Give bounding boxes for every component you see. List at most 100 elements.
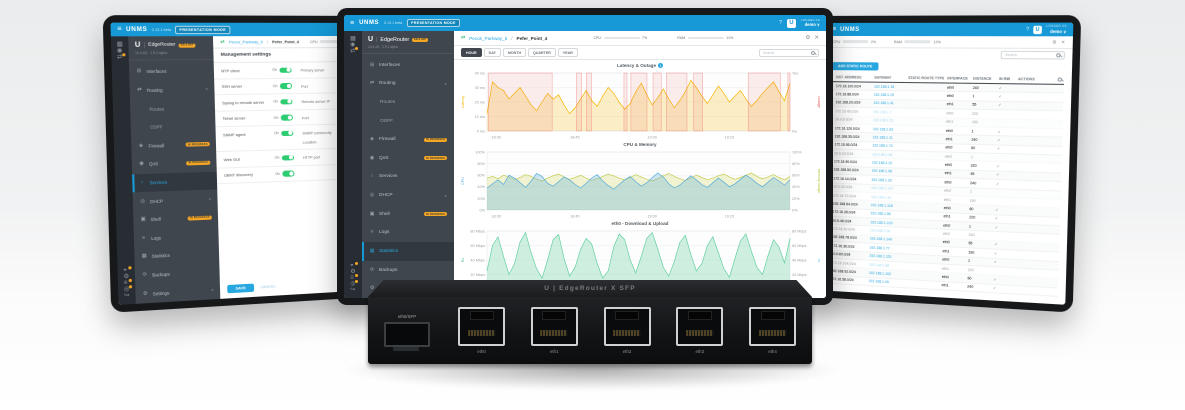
close-icon[interactable]: ✕ <box>1060 38 1066 45</box>
check-icon: ✓ <box>993 277 997 282</box>
gateway-link[interactable]: 192.168.1.7 <box>873 109 892 115</box>
check-icon: ✓ <box>993 260 997 265</box>
links-icon[interactable]: ⇄ <box>350 46 359 54</box>
time-range-tab[interactable]: HOUR <box>461 48 482 57</box>
gateway-link[interactable]: 192.168.1.129 <box>870 220 893 226</box>
shell-icon: ▣ <box>369 211 375 217</box>
sidebar-item[interactable]: Routes <box>149 105 165 112</box>
sidebar-item[interactable]: ⚙ Settings ∨ <box>142 287 214 297</box>
toggle-switch[interactable] <box>281 170 295 177</box>
check-icon: ✓ <box>998 85 1002 91</box>
breadcrumb-site-link[interactable]: Pecos_Parkway_5 <box>469 35 508 41</box>
sidebar-item[interactable]: Routes <box>380 100 396 106</box>
toggle-switch[interactable] <box>281 154 294 161</box>
sites-icon[interactable]: ⌖ <box>350 261 359 269</box>
time-range-tab[interactable]: QUARTER <box>528 48 556 57</box>
save-button[interactable]: SAVE <box>227 283 255 294</box>
sidebar-item[interactable]: ◈ Firewall IN PROGRESS <box>131 135 216 156</box>
sidebar-item[interactable]: ⇄ Routing ∧ <box>137 87 209 94</box>
sidebar-item[interactable]: ⊞ Interfaces <box>136 69 167 75</box>
sidebar-item[interactable]: ▣ Shell IN PROGRESS <box>369 211 447 217</box>
sidebar-item[interactable]: ⟳ Backups <box>369 267 398 273</box>
sidebar-item[interactable]: ≡ Logs <box>370 230 390 236</box>
sidebar-item[interactable]: ⇄ Routing ∧ <box>369 81 447 87</box>
toggle-switch[interactable] <box>280 114 293 121</box>
help-icon[interactable]: ? <box>1025 26 1030 33</box>
gateway-link[interactable]: 192.168.1.96 <box>871 169 893 174</box>
gateway-link[interactable]: 192.168.1.77 <box>869 245 890 251</box>
svg-text:0%: 0% <box>480 208 486 212</box>
gear-icon[interactable]: ⚙ <box>1052 38 1057 45</box>
presentation-mode-button[interactable]: PRESENTATION MODE <box>175 25 231 34</box>
svg-text:Memory Usage: Memory Usage <box>817 169 820 193</box>
chevron-icon: ∧ <box>205 87 209 92</box>
search-input[interactable] <box>763 50 809 55</box>
sidebar-item[interactable]: OSPF <box>380 118 394 124</box>
close-icon[interactable]: ✕ <box>814 35 819 41</box>
sidebar-item[interactable]: ◈ Firewall IN PROGRESS <box>370 137 447 143</box>
gateway-link[interactable]: 192.168.1.88 <box>868 262 890 268</box>
sidebar-item[interactable]: ◎ DHCP ∨ <box>369 193 447 199</box>
sidebar-item[interactable]: ○ Services <box>370 174 398 180</box>
logs-icon[interactable]: ≡ <box>350 273 359 281</box>
logout-icon[interactable]: ↪ <box>350 287 356 293</box>
add-static-route-button[interactable]: ADD STATIC ROUTE <box>831 62 879 71</box>
sidebar-item[interactable]: OSPF <box>150 124 163 130</box>
gateway-link[interactable]: 192.168.1.41 <box>873 101 894 106</box>
gateway-link[interactable]: 192.168.1.140 <box>869 236 893 243</box>
menu-icon[interactable]: ≡ <box>350 19 355 27</box>
gateway-link[interactable]: 192.168.1.63 <box>872 126 894 132</box>
table-search-icon[interactable] <box>1057 76 1063 82</box>
gateway-link[interactable]: 192.168.1.18 <box>873 84 895 89</box>
sidebar-item[interactable]: ▦ Statistics <box>362 242 454 261</box>
devices-icon[interactable]: ◉ <box>350 42 356 48</box>
gateway-link[interactable]: 192.168.1.29 <box>873 92 895 98</box>
search-input[interactable] <box>1004 52 1055 57</box>
gateway-link[interactable]: 192.168.1.55 <box>870 211 891 217</box>
gateway-link[interactable]: 192.168.1.11 <box>872 135 893 140</box>
breadcrumb-site-link[interactable]: Pecos_Parkway_5 <box>228 39 263 45</box>
gateway-link[interactable]: 192.168.1.151 <box>869 253 892 260</box>
info-icon[interactable]: i <box>658 63 664 68</box>
gateway-link[interactable]: 192.168.1.33 <box>871 177 892 183</box>
toggle-switch[interactable] <box>279 98 293 105</box>
port-pins <box>686 330 714 337</box>
user-menu[interactable]: LOGGED AS demo ∨ <box>1046 23 1067 34</box>
toggle-switch[interactable] <box>280 130 293 137</box>
cancel-button[interactable]: CANCEL <box>260 284 276 290</box>
users-icon[interactable]: ◎ <box>350 279 359 287</box>
device-settings-icon[interactable]: ⚙ <box>350 269 356 275</box>
logout-icon[interactable]: ↪ <box>123 292 130 300</box>
gateway-link[interactable]: 192.168.1.22 <box>871 160 893 166</box>
sidebar-item[interactable]: ⊞ Interfaces <box>369 62 401 68</box>
device-status-icon: ⇄ <box>220 38 225 45</box>
gateway-link[interactable]: 192.168.1.74 <box>872 143 893 149</box>
time-range-tab[interactable]: MONTH <box>502 48 527 57</box>
gateway-link[interactable]: 192.168.1.85 <box>871 152 893 157</box>
time-range-tab[interactable]: DAY <box>483 48 501 57</box>
device-top-face: U | EdgeRouter X SFP <box>368 280 812 297</box>
breadcrumb-bar: ⇄ Pecos_Parkway_5 / Pefer_Point_4 CPU 7%… <box>454 31 826 46</box>
sidebar-item[interactable]: ◉ QoS IN PROGRESS <box>369 155 447 161</box>
svg-text:18:30: 18:30 <box>491 215 501 219</box>
dashboard-icon[interactable]: ▦ <box>350 36 356 42</box>
gateway-link[interactable]: 192.168.1.107 <box>871 186 894 191</box>
user-menu[interactable]: LOGGED AS demo ∨ <box>800 17 820 28</box>
gateway-link[interactable]: 192.168.1.99 <box>868 279 889 285</box>
toggle-switch[interactable] <box>279 82 292 89</box>
time-range-tab[interactable]: YEAR <box>557 48 578 57</box>
gear-icon[interactable]: ⚙ <box>805 35 811 41</box>
device-sidebar-header: U | EdgeRouter ER-X SFP 10.4.4G · 1.9.2 … <box>362 31 454 54</box>
menu-icon[interactable]: ≡ <box>117 25 122 34</box>
settings-icon: ⚙ <box>142 291 148 297</box>
firewall-icon: ◈ <box>370 137 374 143</box>
gateway-link[interactable]: 192.168.1.118 <box>870 203 893 209</box>
presentation-mode-button[interactable]: PRESENTATION MODE <box>407 19 460 27</box>
help-icon[interactable]: ? <box>779 20 782 26</box>
gateway-link[interactable]: 192.168.1.66 <box>869 228 891 234</box>
gateway-link[interactable]: 192.168.1.52 <box>872 118 894 123</box>
toggle-switch[interactable] <box>278 67 292 73</box>
gateway-link[interactable]: 192.168.1.44 <box>870 194 892 200</box>
gateway-link[interactable]: 192.168.1.162 <box>868 270 892 277</box>
links-icon[interactable]: ⇄ <box>117 52 126 61</box>
